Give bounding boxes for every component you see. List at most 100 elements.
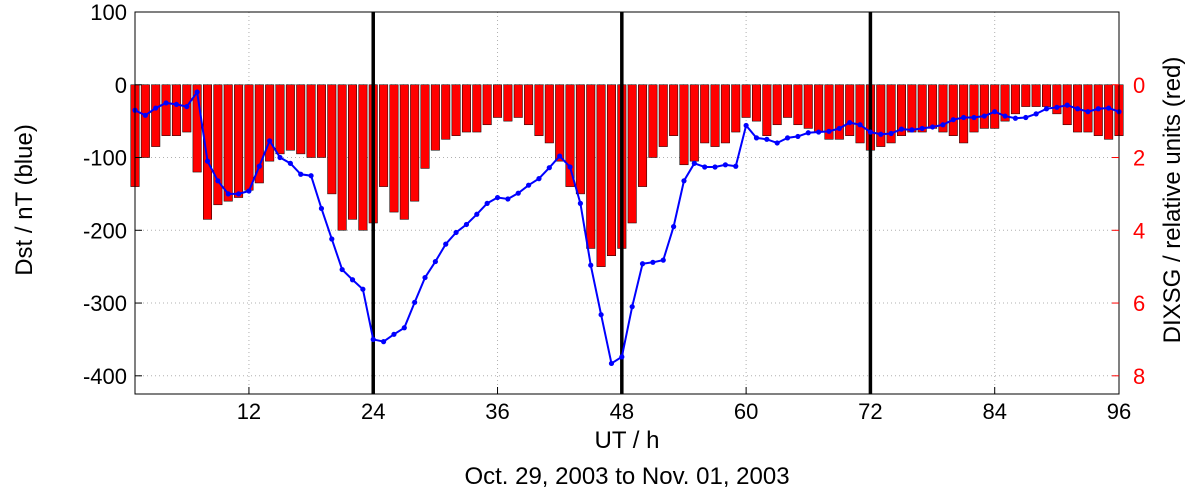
dst-point [1095, 106, 1101, 112]
dst-point [733, 163, 739, 169]
dst-point [753, 135, 760, 141]
dixsg-bar [203, 84, 213, 220]
dixsg-bar [710, 84, 720, 147]
dst-point [1054, 104, 1060, 110]
x-tick-label: 36 [485, 399, 509, 424]
left-tick-label: 100 [90, 0, 127, 25]
dst-point [588, 262, 594, 268]
dixsg-bar [917, 84, 927, 133]
dixsg-bar [658, 84, 668, 147]
dixsg-bar [192, 84, 202, 173]
x-tick-label: 84 [982, 399, 1006, 424]
dst-point [256, 163, 262, 169]
dst-point [349, 277, 356, 283]
x-tick-label: 96 [1107, 399, 1131, 424]
dixsg-bar [555, 84, 565, 162]
dst-point [1064, 102, 1070, 108]
dst-point [505, 196, 511, 202]
dixsg-bar [389, 84, 399, 213]
dixsg-bar [772, 84, 782, 126]
dixsg-bar [275, 84, 285, 155]
right-tick-label: 6 [1133, 291, 1145, 316]
dixsg-bar [534, 84, 544, 136]
dst-point [764, 136, 770, 142]
dixsg-bar [348, 84, 358, 220]
dst-point [173, 101, 180, 108]
dixsg-bar [938, 84, 948, 133]
vertical-markers [371, 12, 873, 394]
dixsg-bar [741, 84, 751, 118]
dixsg-bar [803, 84, 813, 129]
dst-point [225, 191, 231, 197]
dixsg-bar [234, 84, 244, 198]
dst-points [132, 89, 1122, 367]
dst-point [526, 182, 532, 188]
left-tick-label: -300 [83, 291, 127, 316]
x-tick-label: 60 [734, 399, 758, 424]
dixsg-bar [689, 84, 699, 162]
dixsg-bar [720, 84, 730, 144]
dst-point [546, 165, 552, 171]
dst-point [412, 299, 418, 305]
dixsg-bar [482, 84, 492, 126]
dst-point [971, 114, 977, 121]
dixsg-bar [140, 84, 150, 158]
dixsg-bar [679, 84, 689, 166]
dst-point [805, 130, 811, 136]
dst-point [401, 325, 407, 331]
dst-point [370, 336, 376, 343]
dixsg-bar [327, 84, 337, 195]
dixsg-bar [834, 84, 844, 140]
dst-point [629, 304, 635, 310]
left-tick-label: -200 [83, 218, 127, 243]
dixsg-bar [596, 84, 606, 267]
dixsg-bar [700, 84, 710, 144]
dst-point [1033, 111, 1039, 117]
dst-point [194, 89, 200, 95]
dst-point [422, 274, 428, 281]
dst-point [847, 119, 853, 126]
dixsg-bar [627, 84, 637, 224]
dixsg-bar [638, 84, 648, 187]
dst-point [774, 140, 780, 146]
dst-point [474, 211, 480, 217]
dst-point [267, 138, 273, 144]
dst-point [567, 164, 573, 170]
dst-point [598, 312, 604, 318]
dst-point [795, 133, 801, 140]
x-tick-label: 12 [237, 399, 261, 424]
dixsg-bar [244, 84, 254, 191]
dixsg-bar [855, 84, 865, 144]
dst-point [929, 124, 936, 130]
dixsg-bar [265, 84, 275, 162]
x-axis-label: UT / h [595, 427, 660, 454]
left-tick-label: -400 [83, 364, 127, 389]
dixsg-bar [296, 84, 306, 155]
dst-point [650, 259, 656, 265]
dst-point [1002, 113, 1008, 119]
dixsg-bar [886, 84, 896, 144]
dixsg-bar [586, 84, 596, 249]
dixsg-bar [410, 84, 420, 202]
x-axis-ticks: 12 24 36 48 60 72 84 96 [237, 387, 1131, 424]
dst-point [557, 153, 563, 159]
dst-point [992, 109, 998, 115]
dst-point [878, 131, 884, 137]
chart-caption: Oct. 29, 2003 to Nov. 01, 2003 [464, 463, 789, 490]
dst-point [691, 160, 697, 166]
right-tick-label: 8 [1133, 364, 1145, 389]
dst-point [1074, 106, 1081, 112]
dixsg-bar [161, 84, 171, 136]
dixsg-bar [399, 84, 409, 220]
dixsg-bar [1052, 84, 1062, 115]
dixsg-bar [472, 84, 482, 133]
dst-point [1085, 109, 1091, 115]
dixsg-bar [1000, 84, 1010, 122]
dixsg-bar [669, 84, 679, 136]
x-tick-label: 72 [858, 399, 882, 424]
dixsg-bar [171, 84, 181, 136]
dixsg-bar [948, 84, 958, 136]
dixsg-bar [1021, 84, 1031, 107]
dixsg-bar [990, 84, 1000, 129]
dixsg-bar [358, 84, 368, 231]
